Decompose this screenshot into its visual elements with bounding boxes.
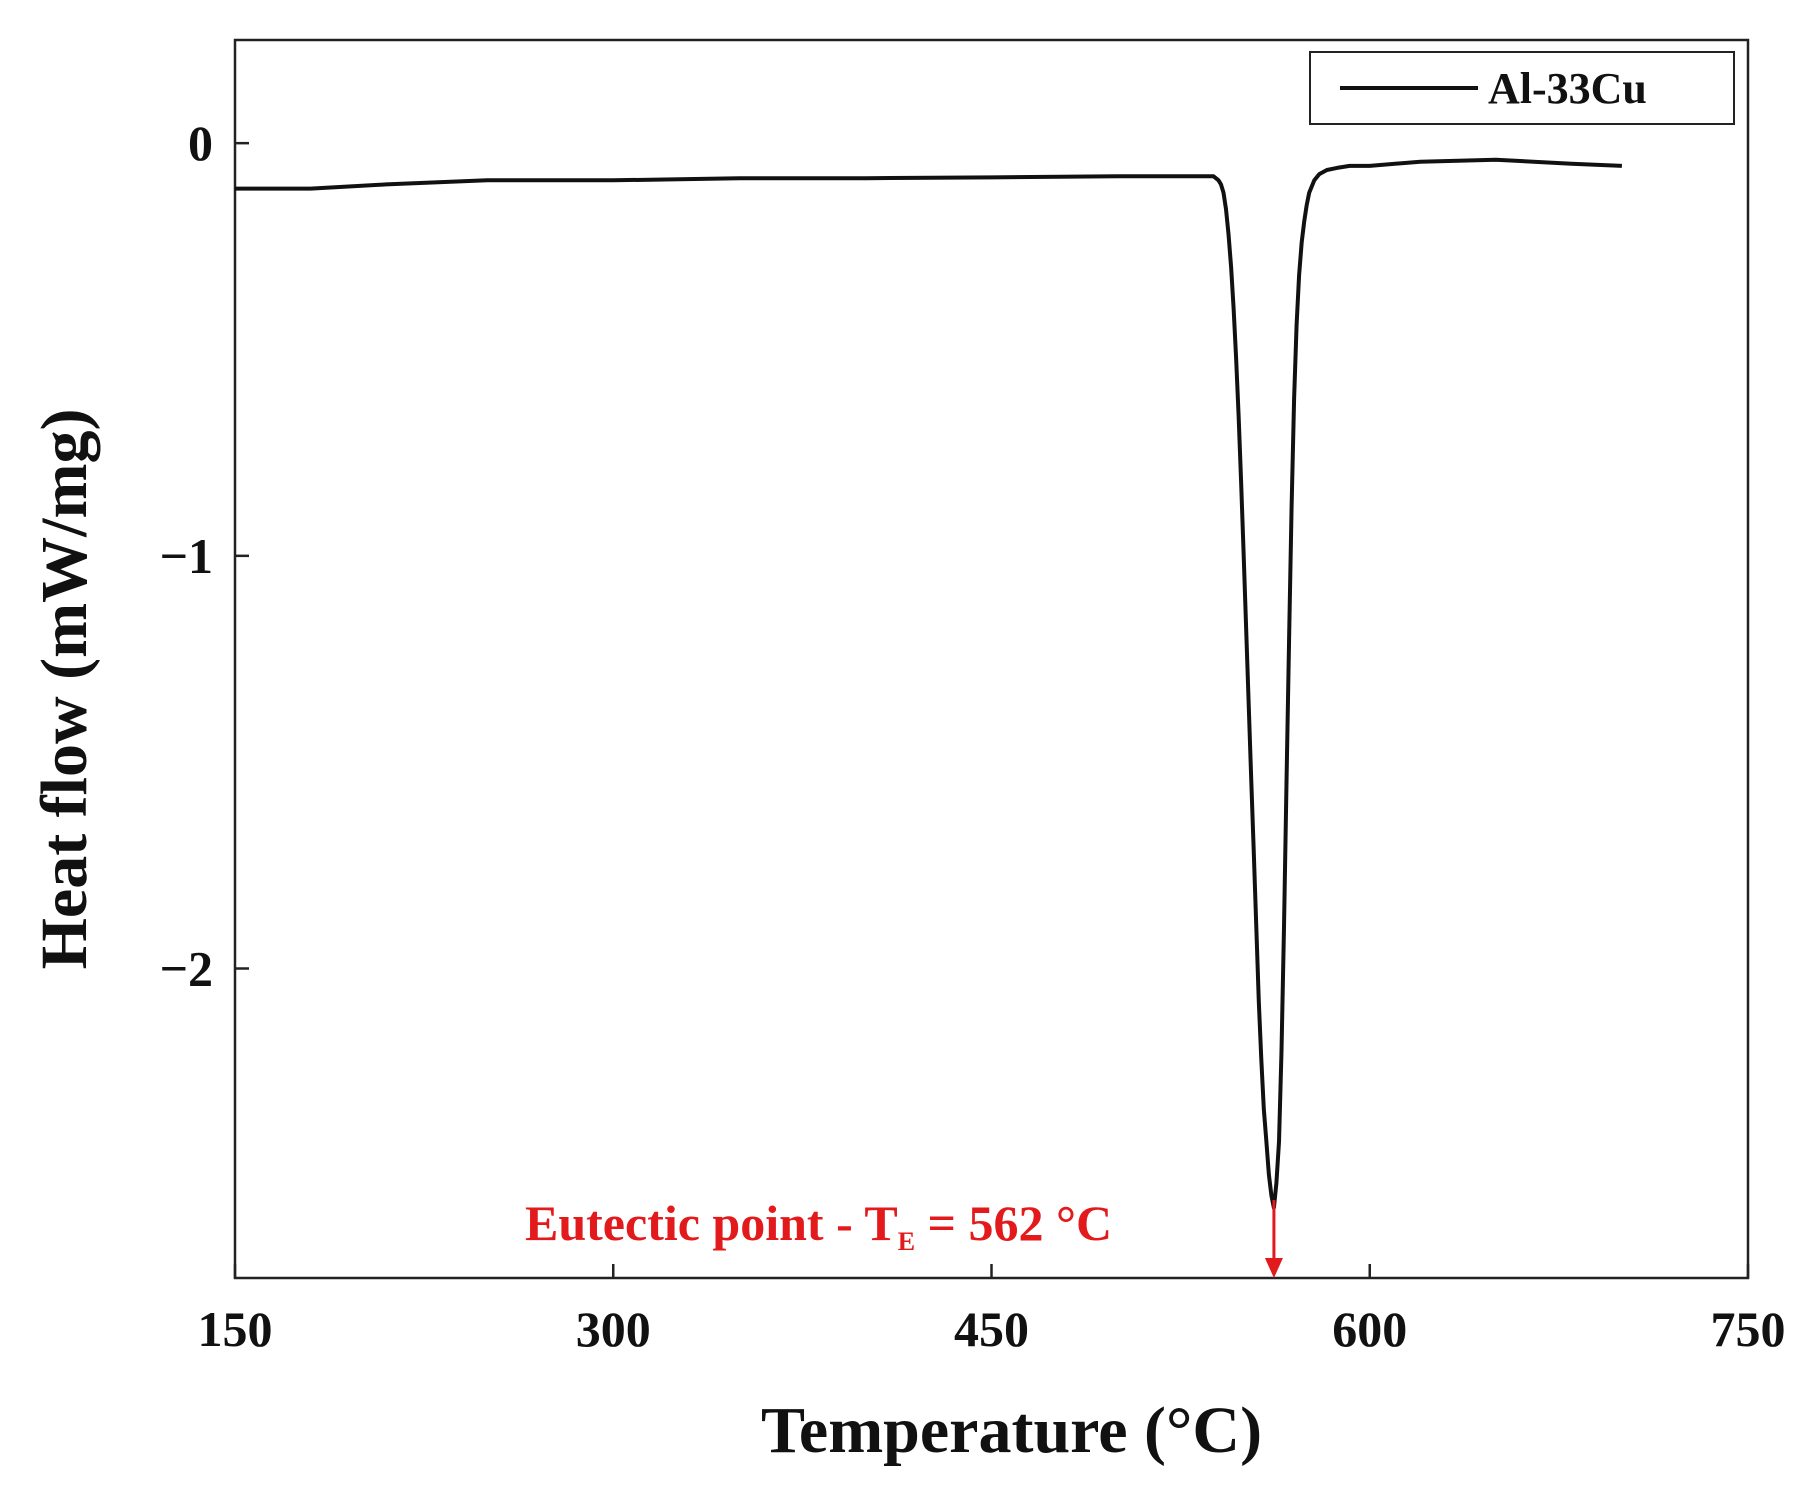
y-tick-label: 0 [188, 115, 213, 171]
eutectic-annotation: Eutectic point - TE = 562 °C [525, 1195, 1283, 1278]
annotation-subscript: E [898, 1227, 915, 1256]
x-tick-label: 600 [1332, 1301, 1407, 1357]
y-tick-label: −2 [160, 941, 214, 997]
legend-entry-al-33cu: Al-33Cu [1488, 64, 1647, 113]
eutectic-arrow-head [1264, 1258, 1283, 1278]
y-axis-title: Heat flow (mW/mg) [28, 409, 101, 970]
eutectic-annotation-label: Eutectic point - TE = 562 °C [525, 1195, 1112, 1256]
plot-frame [233, 38, 1750, 1280]
x-axis-ticks: 150 300 450 600 750 [198, 1264, 1786, 1357]
y-axis-ticks: 0 −1 −2 [160, 115, 249, 997]
x-tick-label: 750 [1711, 1301, 1786, 1357]
x-axis-title: Temperature (°C) [761, 1394, 1262, 1467]
annotation-main-text: Eutectic point - T [525, 1195, 898, 1251]
legend: Al-33Cu [1309, 51, 1735, 125]
x-tick-label: 450 [954, 1301, 1029, 1357]
x-tick-label: 300 [576, 1301, 651, 1357]
series-layer [235, 157, 1622, 1210]
annotation-rest-text: = 562 °C [915, 1195, 1112, 1251]
x-tick-label: 150 [198, 1301, 273, 1357]
series-line-al-33cu [235, 157, 1622, 1210]
y-tick-label: −1 [160, 528, 214, 584]
